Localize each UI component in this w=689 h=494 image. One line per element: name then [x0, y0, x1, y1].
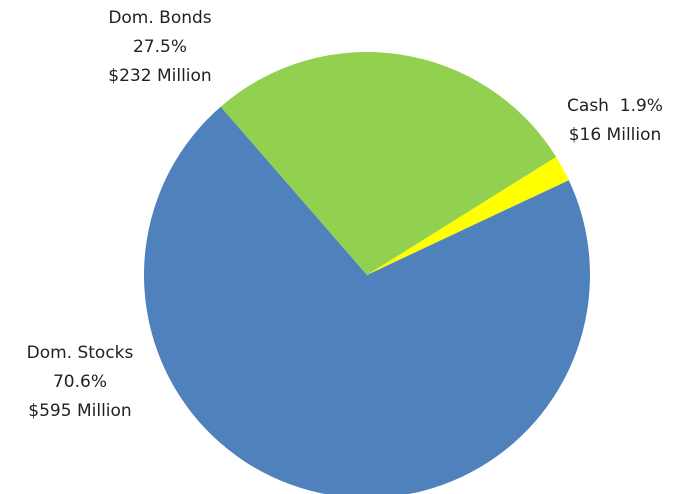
slice-label-cash-line1: Cash 1.9%: [540, 92, 689, 121]
slice-label-dom-bonds-amount: $232 Million: [108, 66, 212, 86]
pie-slices: [144, 52, 590, 494]
pie-slice-dom-bonds: [220, 52, 557, 275]
pie-slice-cash: [367, 156, 569, 275]
slice-label-dom-stocks-percent: 70.6%: [52, 372, 107, 392]
slice-label-dom-stocks: Dom. Stocks 70.6% $595 Million: [0, 339, 160, 426]
slice-label-dom-bonds-name: Dom. Bonds: [108, 8, 212, 28]
slice-label-cash-amount: $16 Million: [568, 125, 662, 145]
slice-label-dom-stocks-amount: $595 Million: [28, 401, 132, 421]
slice-label-cash-name: Cash: [567, 96, 609, 116]
slice-label-dom-stocks-name: Dom. Stocks: [26, 343, 134, 363]
slice-label-dom-bonds-percent: 27.5%: [132, 37, 187, 57]
slice-label-dom-bonds: Dom. Bonds 27.5% $232 Million: [80, 4, 240, 91]
slice-label-cash-percent: 1.9%: [619, 96, 663, 116]
pie-slice-dom-stocks: [144, 106, 590, 494]
slice-label-cash: Cash 1.9% $16 Million: [540, 92, 689, 150]
